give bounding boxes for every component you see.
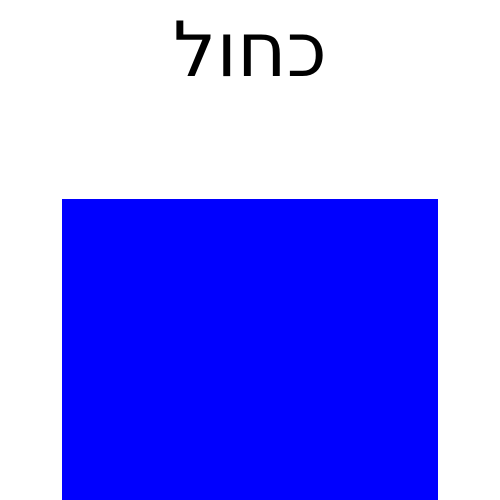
color-swatch — [62, 199, 438, 500]
color-word: כחול — [173, 5, 327, 94]
